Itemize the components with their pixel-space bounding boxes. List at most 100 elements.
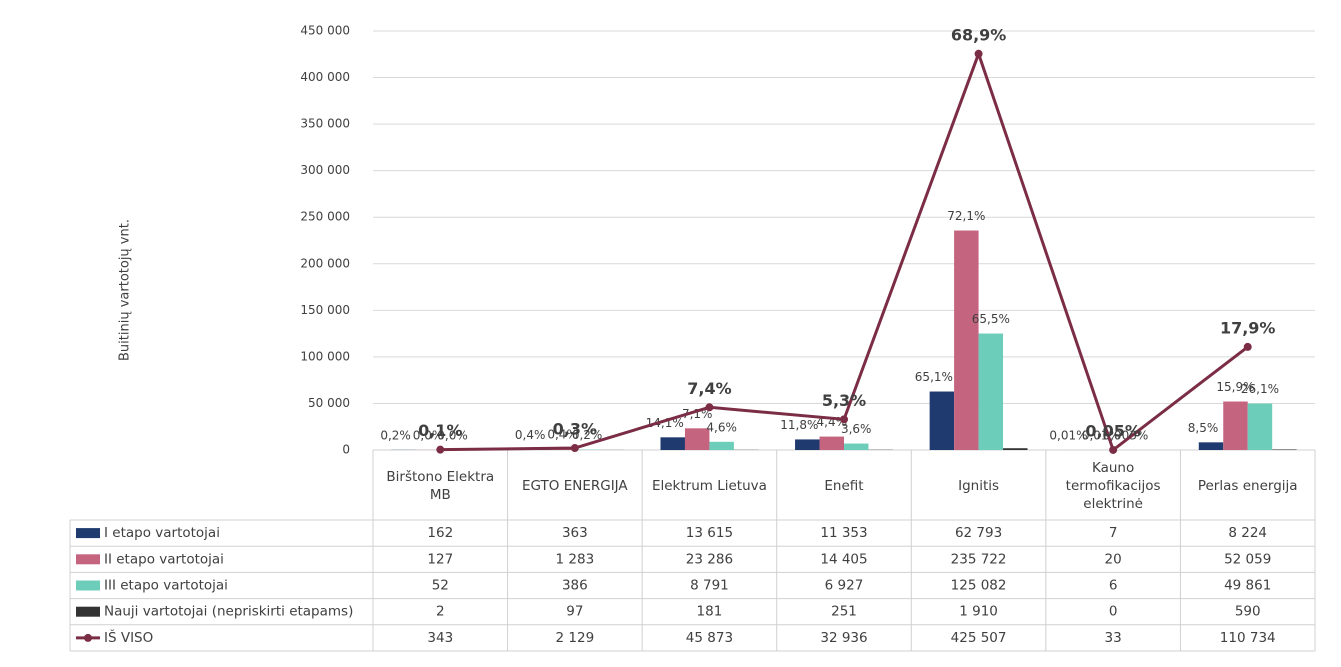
x-tick-label: Enefit <box>824 477 864 494</box>
category-cell: Perlas energija <box>1197 477 1298 494</box>
table-value: 97 <box>566 604 583 620</box>
data-label: 65,5% <box>972 312 1010 326</box>
table-value: 13 615 <box>686 525 733 541</box>
table-value: 6 <box>1109 578 1118 594</box>
table-value: 52 059 <box>1224 551 1271 567</box>
table-value: 7 <box>1109 525 1118 541</box>
table-value: 23 286 <box>686 551 733 567</box>
bar <box>844 443 869 450</box>
table-value: 162 <box>427 525 453 541</box>
table-value: 363 <box>562 525 588 541</box>
table-value: 62 793 <box>955 525 1002 541</box>
data-label: 0,2% <box>380 428 411 442</box>
table-value: 49 861 <box>1224 578 1271 594</box>
legend-key <box>84 633 92 642</box>
x-tick-label: EGTO ENERGIJA <box>522 477 628 494</box>
table-value: 590 <box>1235 604 1261 620</box>
data-label: 68,9% <box>951 25 1007 44</box>
legend-label: II etapo vartotojai <box>104 551 224 567</box>
bar <box>660 437 685 450</box>
data-label: 3,6% <box>841 422 872 436</box>
y-tick-label: 0 <box>342 443 350 457</box>
category-cell: Kauno termofikacijos elektrinė <box>1065 459 1161 513</box>
data-label: 0,4% <box>547 427 578 441</box>
table-value: 52 <box>432 578 449 594</box>
y-tick-label: 50 000 <box>308 396 350 410</box>
legend-label: III etapo vartotojai <box>104 578 228 594</box>
line-marker <box>705 403 714 412</box>
data-label: 26,1% <box>1241 382 1279 396</box>
data-label: 5,3% <box>822 391 866 410</box>
data-label: 0,4% <box>515 428 546 442</box>
bar <box>684 428 710 450</box>
y-tick-label: 150 000 <box>300 303 350 317</box>
table-value: 14 405 <box>820 551 867 567</box>
legend-key <box>76 528 100 539</box>
table-value: 1 910 <box>959 604 998 620</box>
y-tick-label: 200 000 <box>300 256 350 270</box>
category-cell: Elektrum Lietuva <box>651 477 767 494</box>
data-label: 11,8% <box>780 418 818 432</box>
table-value: 110 734 <box>1220 630 1276 646</box>
x-tick-label: Birštono Elektra MB <box>386 468 495 503</box>
x-tick-label: Elektrum Lietuva <box>651 477 767 494</box>
category-cell: Ignitis <box>958 477 1000 494</box>
bar <box>954 230 979 450</box>
table-value: 32 936 <box>820 630 867 646</box>
table-value: 425 507 <box>951 630 1007 646</box>
data-label: 0,0% <box>413 428 444 442</box>
y-tick-label: 250 000 <box>300 210 350 224</box>
y-tick-label: 400 000 <box>300 70 350 84</box>
data-label: 8,5% <box>1188 421 1219 435</box>
data-label: 0,3% <box>553 420 597 439</box>
data-label: 4,6% <box>706 420 737 434</box>
bar <box>795 439 820 450</box>
table-value: 251 <box>831 604 857 620</box>
data-label: 72,1% <box>947 209 985 223</box>
data-label: 0,01% <box>1049 428 1087 442</box>
table-value: 343 <box>427 630 453 646</box>
bar <box>929 391 955 450</box>
category-cell: EGTO ENERGIJA <box>522 477 628 494</box>
line-marker <box>1109 445 1118 454</box>
legend-label: Nauji vartotojai (nepriskirti etapams) <box>104 604 353 620</box>
legend-key <box>76 580 100 591</box>
table-value: 20 <box>1105 551 1122 567</box>
table-value: 125 082 <box>951 578 1007 594</box>
bar <box>1003 448 1028 450</box>
y-tick-label: 450 000 <box>300 24 350 38</box>
line-marker <box>1243 342 1252 351</box>
data-label: 17,9% <box>1220 318 1276 337</box>
data-label: 15,9% <box>1216 380 1254 394</box>
table-value: 0 <box>1109 604 1118 620</box>
bar <box>1198 442 1224 450</box>
table-value: 386 <box>562 578 588 594</box>
legend-label: I etapo vartotojai <box>104 525 220 541</box>
x-tick-label: Ignitis <box>958 477 1000 494</box>
y-tick-label: 100 000 <box>300 349 350 363</box>
y-axis-label: Buitinių vartotojų vnt. <box>118 219 133 361</box>
data-label: 0,0% <box>437 428 468 442</box>
data-label: 0,1% <box>418 421 462 440</box>
data-label: 0,05% <box>1085 421 1141 440</box>
data-label: 0,2% <box>572 428 603 442</box>
bar <box>1272 449 1297 450</box>
data-label: 7,1% <box>682 407 713 421</box>
table-value: 2 <box>436 604 445 620</box>
x-tick-label: Kauno termofikacijos elektrinė <box>1065 459 1161 513</box>
table-value: 2 129 <box>556 630 595 646</box>
table-value: 6 927 <box>825 578 864 594</box>
legend-label: IŠ VISO <box>104 628 153 646</box>
table-value: 33 <box>1105 630 1122 646</box>
table-value: 1 283 <box>556 551 595 567</box>
line-marker <box>570 444 579 453</box>
bar <box>1247 403 1273 450</box>
table-value: 181 <box>697 604 723 620</box>
legend-key <box>76 554 100 565</box>
x-tick-label: Perlas energija <box>1197 477 1298 494</box>
data-label: 7,4% <box>687 379 731 398</box>
y-tick-label: 350 000 <box>300 117 350 131</box>
y-tick-label: 300 000 <box>300 163 350 177</box>
category-cell: Birštono Elektra MB <box>386 468 495 503</box>
